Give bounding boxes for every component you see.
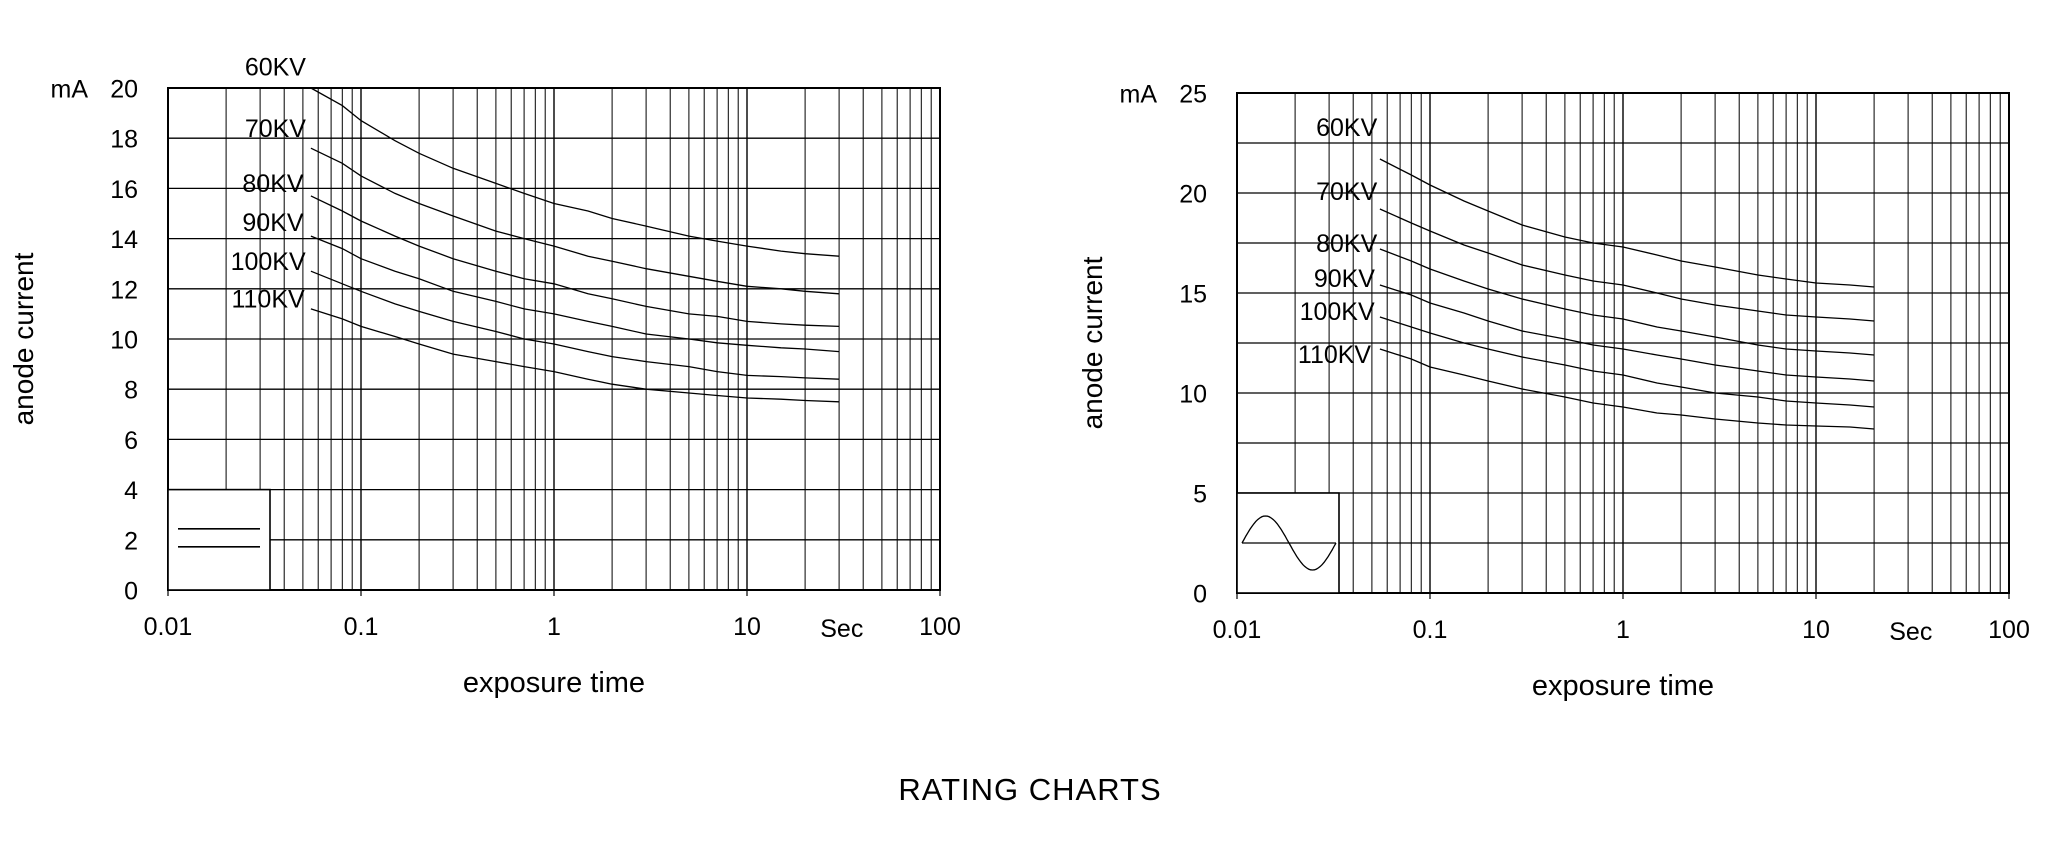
curve-110kv bbox=[1379, 348, 1875, 430]
x-axis-title: exposure time bbox=[463, 667, 645, 699]
x-tick-label-0.1: 0.1 bbox=[344, 613, 379, 641]
curve-80kv bbox=[310, 195, 840, 328]
x-tick-label-100: 100 bbox=[1988, 616, 2030, 644]
curve-60kv bbox=[1379, 158, 1875, 288]
y-tick-label-6: 6 bbox=[124, 427, 138, 455]
x-tick-label-0.01: 0.01 bbox=[144, 613, 193, 641]
x-tick-label-1: 1 bbox=[1616, 616, 1630, 644]
curve-110kv bbox=[310, 308, 840, 403]
y-tick-label-4: 4 bbox=[124, 477, 138, 505]
y-tick-label-10: 10 bbox=[1179, 381, 1207, 409]
curve-100kv bbox=[1379, 316, 1875, 408]
y-tick-label-0: 0 bbox=[124, 578, 138, 606]
waveform-legend bbox=[1236, 492, 1340, 594]
y-tick-label-20: 20 bbox=[1179, 181, 1207, 209]
page-title: RATING CHARTS bbox=[898, 772, 1162, 807]
y-tick-label-25: 25 bbox=[1179, 81, 1207, 109]
x-tick-label-100: 100 bbox=[919, 613, 961, 641]
curve-label-90kv: 90KV bbox=[242, 209, 303, 237]
y-tick-label-15: 15 bbox=[1179, 281, 1207, 309]
curve-label-60kv: 60KV bbox=[1316, 114, 1377, 142]
x-tick-label-0.01: 0.01 bbox=[1213, 616, 1262, 644]
x-tick-label-1: 1 bbox=[547, 613, 561, 641]
x-tick-label-0.1: 0.1 bbox=[1413, 616, 1448, 644]
sec-unit-label: Sec bbox=[1889, 618, 1932, 646]
y-axis-ticks: 0 5 10 15 20 25 bbox=[1179, 81, 1207, 609]
sec-unit-label: Sec bbox=[820, 615, 863, 643]
ac-sine-waveform-icon bbox=[1241, 515, 1337, 571]
y-unit-label: mA bbox=[1120, 81, 1158, 109]
right-rating-chart: 60KV 70KV 80KV 90KV 100KV 110KV 0 5 10 15 20 25 mA 0.… bbox=[1077, 81, 2030, 703]
curve-label-60kv: 60KV bbox=[245, 53, 306, 81]
y-tick-label-12: 12 bbox=[110, 276, 138, 304]
y-axis-ticks: 0 2 4 6 8 10 12 14 16 18 20 bbox=[110, 76, 138, 606]
dc-waveform-icon bbox=[178, 527, 260, 548]
curve-90kv bbox=[310, 235, 840, 353]
curve-label-70kv: 70KV bbox=[245, 115, 306, 143]
curve-70kv bbox=[1379, 208, 1875, 322]
y-axis-title: anode current bbox=[8, 252, 39, 425]
y-axis-title: anode current bbox=[1077, 256, 1108, 429]
curve-100kv bbox=[310, 270, 840, 380]
curve-label-100kv: 100KV bbox=[231, 248, 306, 276]
y-tick-label-18: 18 bbox=[110, 126, 138, 154]
plot-border bbox=[1236, 92, 2010, 594]
left-rating-chart: 60KV 70KV 80KV 90KV 100KV 110KV 0 2 4 6 8 10 12 14 16 1… bbox=[8, 53, 961, 699]
y-tick-label-8: 8 bbox=[124, 377, 138, 405]
y-tick-label-16: 16 bbox=[110, 176, 138, 204]
waveform-legend bbox=[167, 488, 271, 591]
curve-label-110kv: 110KV bbox=[1298, 341, 1372, 369]
x-tick-label-10: 10 bbox=[1802, 616, 1830, 644]
vertical-gridlines bbox=[167, 88, 941, 596]
plot-border bbox=[167, 87, 941, 591]
curve-70kv bbox=[310, 147, 840, 295]
curve-label-100kv: 100KV bbox=[1300, 298, 1375, 326]
curve-label-80kv: 80KV bbox=[242, 170, 303, 198]
curve-label-80kv: 80KV bbox=[1316, 230, 1377, 258]
y-tick-label-5: 5 bbox=[1193, 481, 1207, 509]
curve-label-110kv: 110KV bbox=[231, 286, 305, 314]
y-tick-label-14: 14 bbox=[110, 226, 138, 254]
curve-90kv bbox=[1379, 284, 1875, 382]
y-tick-label-20: 20 bbox=[110, 76, 138, 104]
curve-label-70kv: 70KV bbox=[1316, 178, 1377, 206]
curve-60kv bbox=[310, 87, 840, 257]
rating-charts-canvas: 60KV70KV80KV90KV100KV110KV02468101214161… bbox=[8, 53, 2030, 703]
curve-label-90kv: 90KV bbox=[1314, 265, 1375, 293]
x-tick-label-10: 10 bbox=[733, 613, 761, 641]
y-tick-label-0: 0 bbox=[1193, 581, 1207, 609]
y-tick-label-2: 2 bbox=[124, 527, 138, 555]
x-axis-title: exposure time bbox=[1532, 670, 1714, 702]
y-unit-label: mA bbox=[51, 76, 89, 104]
x-axis-ticks: 0.01 0.1 1 10 100 bbox=[1213, 616, 2030, 644]
y-tick-label-10: 10 bbox=[110, 327, 138, 355]
curve-80kv bbox=[1379, 248, 1875, 356]
x-axis-ticks: 0.01 0.1 1 10 100 bbox=[144, 613, 961, 641]
